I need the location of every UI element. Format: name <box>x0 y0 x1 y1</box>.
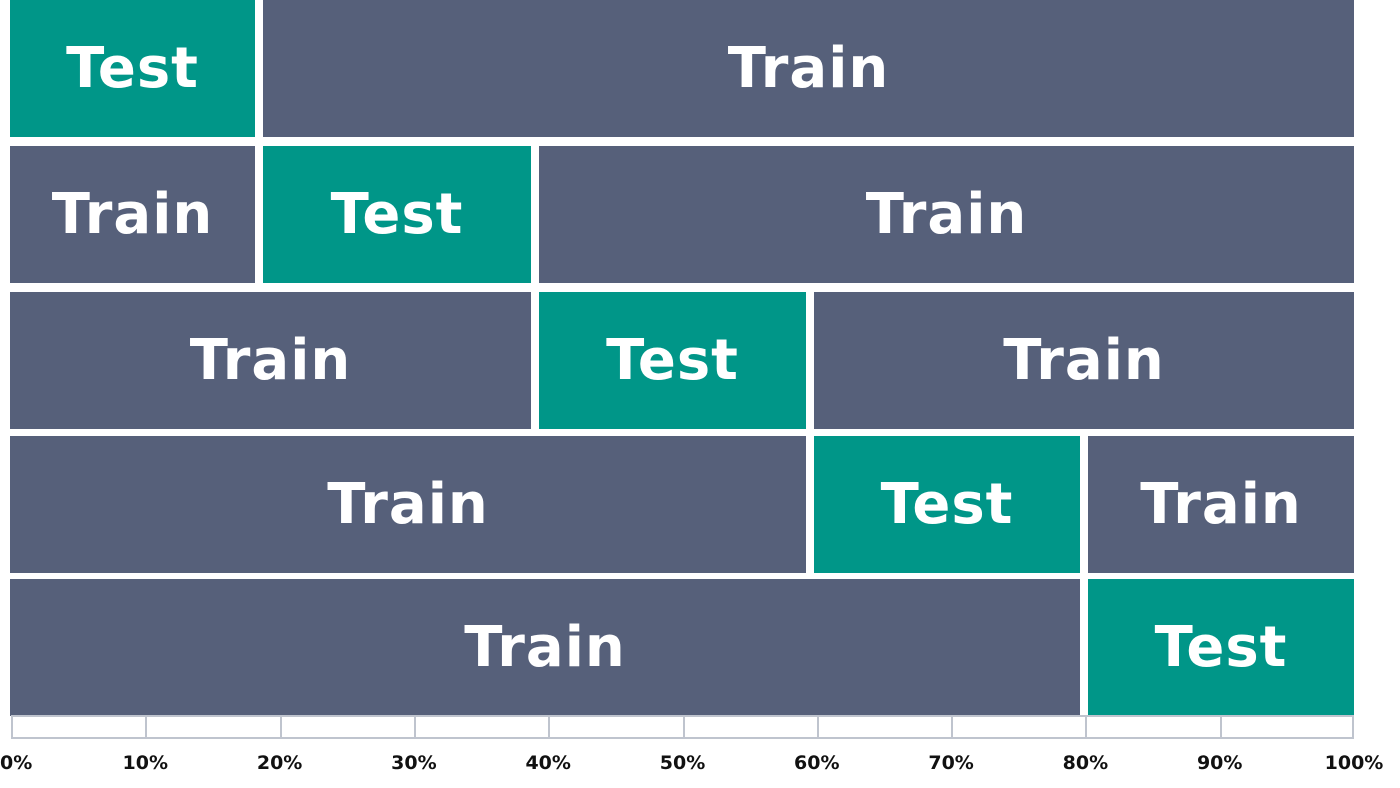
fold-4-test-segment: Test <box>814 436 1080 573</box>
fold-1-test-segment: Test <box>10 0 255 137</box>
test-label: Test <box>880 471 1014 537</box>
axis-tick <box>951 717 954 737</box>
axis-tick <box>279 717 282 737</box>
fold-2-train-segment: Train <box>10 146 255 283</box>
train-label: Train <box>189 327 352 393</box>
axis-tick-label: 0% <box>0 752 33 774</box>
axis-tick <box>1085 717 1088 737</box>
fold-1-train-segment: Train <box>263 0 1354 137</box>
train-label: Train <box>51 181 214 247</box>
axis-tick-label: 50% <box>659 752 706 774</box>
fold-5-test-segment: Test <box>1088 579 1354 716</box>
axis-tick-label: 90% <box>1196 752 1243 774</box>
test-label: Test <box>66 35 199 101</box>
fold-3-test-segment: Test <box>539 292 806 429</box>
fold-5-train-segment: Train <box>10 579 1080 716</box>
axis-tick <box>682 717 685 737</box>
train-label: Train <box>327 471 489 537</box>
axis-tick <box>145 717 148 737</box>
axis-tick <box>413 717 416 737</box>
axis-tick-label: 100% <box>1324 752 1384 774</box>
train-label: Train <box>865 181 1028 247</box>
train-label: Train <box>727 35 890 101</box>
fold-2-train-segment: Train <box>539 146 1354 283</box>
percent-axis-bar <box>11 715 1354 739</box>
axis-tick-label: 30% <box>391 752 437 774</box>
axis-tick-label: 20% <box>256 752 303 774</box>
axis-tick <box>816 717 819 737</box>
train-label: Train <box>464 614 626 680</box>
test-label: Test <box>606 327 739 393</box>
test-label: Test <box>330 181 464 247</box>
axis-tick <box>1219 717 1222 737</box>
axis-tick-label: 40% <box>525 752 571 774</box>
fold-3-train-segment: Train <box>10 292 531 429</box>
fold-4-train-segment: Train <box>10 436 806 573</box>
axis-tick-label: 80% <box>1062 752 1109 774</box>
fold-3-train-segment: Train <box>814 292 1354 429</box>
axis-tick-label: 60% <box>794 752 840 774</box>
train-label: Train <box>1140 471 1302 537</box>
train-label: Train <box>1003 327 1165 393</box>
axis-tick <box>548 717 551 737</box>
test-label: Test <box>1154 614 1288 680</box>
axis-tick-label: 70% <box>928 752 974 774</box>
axis-tick-label: 10% <box>122 752 169 774</box>
fold-2-test-segment: Test <box>263 146 531 283</box>
fold-4-train-segment: Train <box>1088 436 1354 573</box>
